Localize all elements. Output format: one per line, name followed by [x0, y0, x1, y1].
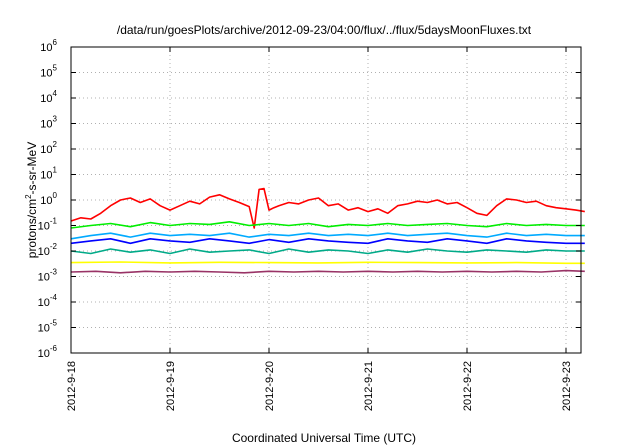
y-tick-label: 10-1 — [38, 217, 58, 233]
x-tick-label: 2012-9-23 — [561, 361, 573, 411]
x-tick-label: 2012-9-19 — [165, 361, 177, 411]
x-axis: 2012-9-18 2012-9-19 2012-9-20 2012-9-21 2012… — [66, 47, 573, 411]
series-group — [70, 187, 585, 274]
x-axis-label: Coordinated Universal Time (UTC) — [232, 431, 416, 445]
series-line-6 — [70, 261, 585, 265]
series-line-3 — [70, 232, 585, 240]
y-axis-label-after: -s-sr-MeV — [25, 142, 39, 195]
y-tick-label: 10-2 — [38, 242, 58, 258]
x-tick-label: 2012-9-18 — [66, 361, 78, 411]
x-tick-label: 2012-9-21 — [363, 361, 375, 411]
series-line-7 — [70, 269, 585, 274]
y-axis-label: protons/cm2-s-sr-MeV — [24, 142, 39, 258]
y-tick-label: 10-4 — [38, 293, 58, 309]
y-axis-label-before: protons/cm — [25, 199, 39, 258]
series-line-1 — [70, 187, 585, 229]
y-tick-label: 100 — [40, 191, 57, 207]
x-tick-label: 2012-9-22 — [462, 361, 474, 411]
y-tick-label: 102 — [40, 140, 57, 156]
series-line-4 — [70, 238, 585, 245]
chart-title: /data/run/goesPlots/archive/2012-09-23/0… — [117, 23, 532, 37]
series-line-2 — [70, 221, 585, 229]
x-tick-label: 2012-9-20 — [264, 361, 276, 411]
series-line-5 — [70, 248, 585, 255]
y-tick-label: 105 — [40, 64, 57, 80]
y-tick-label: 106 — [40, 38, 57, 54]
y-tick-label: 104 — [40, 89, 57, 105]
y-tick-label: 10-3 — [38, 268, 58, 284]
y-tick-label: 103 — [40, 115, 57, 131]
y-tick-label: 10-6 — [38, 344, 58, 360]
y-axis: 10-6 10-5 10-4 10-3 10-2 10-1 100 101 102 103 104 1… — [38, 38, 581, 360]
y-tick-label: 101 — [40, 166, 57, 182]
y-axis-label-sup: 2 — [24, 194, 33, 199]
y-tick-label: 10-5 — [38, 319, 58, 335]
